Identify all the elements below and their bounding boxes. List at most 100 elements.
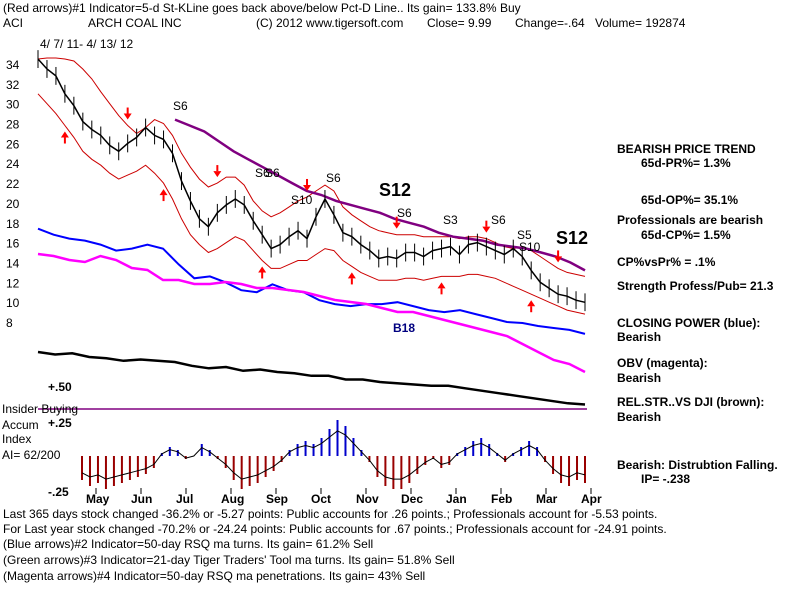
x-tick-label: Jun xyxy=(131,492,152,506)
copyright: (C) 2012 www.tigersoft.com xyxy=(256,16,404,30)
relstr-line xyxy=(37,350,586,406)
x-tick-label: Dec xyxy=(401,492,423,506)
sell-arrow xyxy=(482,226,491,233)
buy-arrow xyxy=(437,282,446,289)
x-axis: May Jun Jul Aug Sep Oct Nov Dec Jan Feb Mar Apr xyxy=(86,488,602,506)
buy-arrow xyxy=(347,272,356,279)
signal-label-large: S12 xyxy=(556,228,589,248)
y-tick-label: 18 xyxy=(6,217,20,231)
signal-label: S10 xyxy=(519,240,541,254)
summary-line-2: For Last year stock changed -70.2% or -2… xyxy=(3,522,667,536)
signal-label: S6 xyxy=(173,99,188,113)
x-tick-label: Sep xyxy=(266,492,288,506)
y-tick-label: 32 xyxy=(6,78,20,92)
strength-value: Strength Profess/Pub= 21.3 xyxy=(617,279,774,293)
x-tick-label: Aug xyxy=(221,492,244,506)
index-label: Index xyxy=(2,432,32,446)
signal-label: S6 xyxy=(255,166,270,180)
insider-buying-label: Insider Buying xyxy=(2,402,79,416)
x-tick-label: Jul xyxy=(176,492,193,506)
buy-arrow xyxy=(258,266,267,273)
y-axis: 34 32 30 28 26 24 22 20 18 16 14 12 10 8 xyxy=(6,58,20,330)
buy-arrow xyxy=(159,189,168,196)
date-range: 4/ 7/ 11- 4/ 13/ 12 xyxy=(40,37,134,51)
y-tick-label: 22 xyxy=(6,177,20,191)
indicator-line-3: (Green arrows)#3 Indicator=21-day Tiger … xyxy=(3,553,455,567)
x-tick-label: Apr xyxy=(581,492,602,506)
signal-label: S6 xyxy=(397,206,412,220)
minus-25-label: -.25 xyxy=(48,485,69,499)
x-tick-label: Mar xyxy=(536,492,558,506)
plus-25-label: +.25 xyxy=(48,416,72,430)
company-name: ARCH COAL INC xyxy=(88,16,182,30)
ma-50-line xyxy=(174,118,586,272)
pr65-value: 65d-PR%= 1.3% xyxy=(641,156,731,170)
sell-arrow xyxy=(303,184,312,191)
y-tick-label: 12 xyxy=(6,276,20,290)
closing-power-line xyxy=(37,227,586,335)
accum-ma-line xyxy=(81,430,586,480)
x-tick-label: Nov xyxy=(356,492,379,506)
ticker-symbol: ACI xyxy=(3,16,24,30)
x-tick-label: Feb xyxy=(491,492,512,506)
signal-label: S6 xyxy=(265,166,280,180)
y-tick-label: 34 xyxy=(6,58,20,72)
summary-line-1: Last 365 days stock changed -36.2% or -5… xyxy=(3,507,658,521)
cp-vs-pr: CP%vsPr% = .1% xyxy=(617,255,716,269)
chart-lines xyxy=(37,50,587,410)
y-tick-label: 20 xyxy=(6,197,20,211)
signal-label: S6 xyxy=(326,171,341,185)
y-tick-label: 30 xyxy=(6,98,20,112)
signal-label: S3 xyxy=(443,213,458,227)
obv-line xyxy=(37,252,586,374)
ai-value: AI= 62/200 xyxy=(2,448,61,462)
x-tick-label: Oct xyxy=(311,492,331,506)
x-tick-label: May xyxy=(86,492,110,506)
op65-value: 65d-OP%= 35.1% xyxy=(641,193,739,207)
professionals-text: Professionals are bearish xyxy=(617,213,764,227)
signal-label-large: S12 xyxy=(379,180,412,200)
y-tick-label: 24 xyxy=(6,157,20,171)
ip-value: IP= -.238 xyxy=(641,472,691,486)
closing-power-title: CLOSING POWER (blue): xyxy=(617,316,761,330)
distribution-text: Bearish: Distrubtion Falling. xyxy=(617,458,778,472)
signal-label: S6 xyxy=(491,213,506,227)
accum-index-bars xyxy=(81,420,586,489)
upper-band-line xyxy=(37,57,586,277)
indicator-line-2: (Blue arrows)#2 Indicator=50-day RSQ ma … xyxy=(3,537,374,551)
signal-label: S10 xyxy=(291,193,313,207)
volume-value: Volume= 192874 xyxy=(595,16,686,30)
sell-arrow xyxy=(554,256,563,263)
y-tick-label: 16 xyxy=(6,237,20,251)
signal-label: B18 xyxy=(393,321,416,335)
relstr-value: Bearish xyxy=(617,410,662,424)
y-tick-label: 14 xyxy=(6,256,20,270)
close-value: Close= 9.99 xyxy=(427,16,492,30)
closing-power-value: Bearish xyxy=(617,330,662,344)
cp65-value: 65d-CP%= 1.5% xyxy=(641,228,731,242)
relstr-title: REL.STR..VS DJI (brown): xyxy=(617,395,765,409)
change-value: Change=-.64 xyxy=(515,16,585,30)
sell-arrow xyxy=(213,171,222,178)
y-tick-label: 10 xyxy=(6,296,20,310)
buy-arrow xyxy=(60,131,69,138)
signal-label: S5 xyxy=(517,228,532,242)
y-tick-label: 28 xyxy=(6,118,20,132)
x-tick-label: Jan xyxy=(446,492,467,506)
accum-label: Accum xyxy=(2,418,39,432)
obv-title: OBV (magenta): xyxy=(617,356,708,370)
plus-50-label: +.50 xyxy=(48,380,72,394)
trend-title: BEARISH PRICE TREND xyxy=(617,142,756,156)
price-line xyxy=(37,58,586,304)
lower-band-line xyxy=(37,93,586,315)
y-tick-label: 26 xyxy=(6,137,20,151)
indicator-line-1: (Red arrows)#1 Indicator=5-d St-KLine go… xyxy=(3,1,521,15)
buy-arrow xyxy=(527,300,536,307)
signal-arrows xyxy=(60,107,563,313)
indicator-line-4: (Magenta arrows)#4 Indicator=50-day RSQ … xyxy=(3,569,426,583)
sell-arrow xyxy=(392,222,401,229)
y-tick-label: 8 xyxy=(6,316,13,330)
sell-arrow xyxy=(123,113,132,120)
